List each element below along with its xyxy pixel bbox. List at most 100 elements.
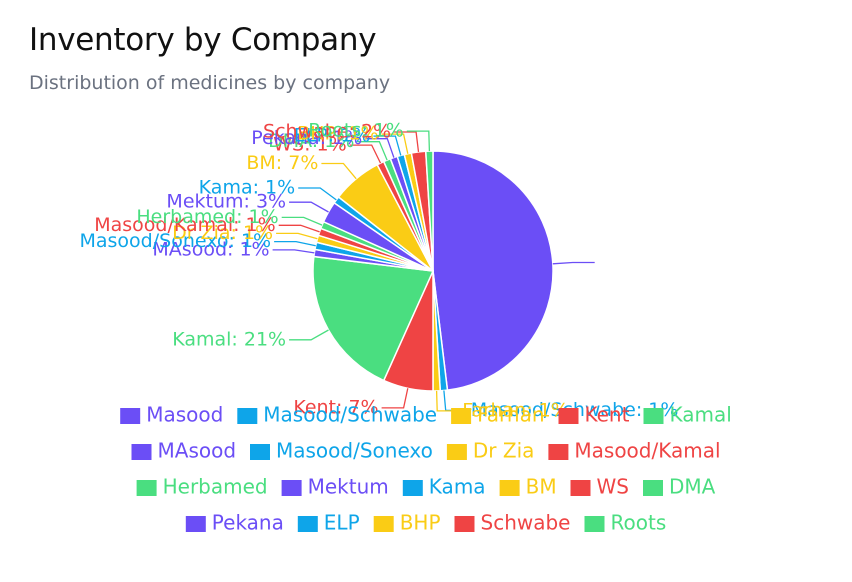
slice-kamal-4 [312, 255, 435, 382]
slice-label-roots-19: Roots: 1% [308, 120, 404, 142]
label-line-masood-0 [552, 261, 595, 265]
legend-label-mektum: Mektum [308, 475, 389, 499]
label-line-kent-3 [381, 388, 409, 409]
slice-label-masood-kamal-8: Masood/Kamal: 1% [94, 214, 275, 236]
slice-label-dma-14: DMA: 1% [268, 130, 354, 152]
legend-label-kamal: Kamal [670, 403, 732, 427]
legend-label-pekana: Pekana [212, 511, 284, 535]
legend-item-herbamed[interactable]: Herbamed [136, 475, 268, 499]
label-line-bm-12 [321, 162, 357, 180]
label-line-dma-14 [357, 141, 388, 161]
legend-item-farhan[interactable]: Farhan [451, 403, 545, 427]
slice-label-farhan-2: Farhan: 1% [462, 399, 569, 421]
label-line-herbamed-9 [281, 216, 323, 226]
legend-swatch-masood-sonexo [250, 444, 270, 460]
legend-label-roots: Roots [611, 511, 667, 535]
slice-label-kama-11: Kama: 1% [199, 177, 296, 199]
legend-label-masood-kamal: Masood/Kamal [574, 439, 720, 463]
legend-swatch-farhan [451, 408, 472, 424]
label-line-kama-11 [298, 187, 337, 201]
legend-swatch-dma [643, 480, 663, 496]
label-line-ws-13 [349, 144, 382, 164]
pie-slices [312, 150, 554, 392]
label-line-mektum-10 [289, 201, 329, 213]
legend-swatch-kamal [643, 408, 664, 424]
legend-item-bhp[interactable]: BHP [373, 511, 441, 535]
slice-label-bm-12: BM: 7% [246, 152, 318, 174]
legend-label-dma: DMA [669, 475, 716, 499]
legend-item-ws[interactable]: WS [570, 475, 629, 499]
label-line-kamal-4 [289, 329, 329, 341]
legend-label-ws: WS [597, 475, 629, 499]
legend-item-masood-sonexo[interactable]: Masood/Sonexo [250, 439, 433, 463]
legend-label-dr-zia: Dr Zia [473, 439, 535, 463]
slice-masood-0 [432, 150, 554, 391]
slice-label-masood-5: MAsood: 1% [152, 238, 269, 260]
legend-swatch-dr-zia [446, 444, 467, 460]
legend-swatch-kama [402, 480, 423, 496]
legend-swatch-roots [584, 516, 605, 532]
legend-swatch-pekana [185, 516, 206, 532]
legend-item-masood-schwabe[interactable]: Masood/Schwabe [237, 403, 437, 427]
legend: Masood Masood/Schwabe Farhan Kent Kamal MAsoo… [120, 403, 732, 535]
slice-label-schwabe-18: Schwabe: 2% [263, 121, 391, 143]
slice-label-kamal-4: Kamal: 21% [172, 328, 286, 350]
legend-swatch-kent [558, 408, 579, 424]
legend-label-kent: Kent [585, 403, 630, 427]
legend-label-bhp: BHP [400, 511, 441, 535]
slice-label-masood-sonexo-6: Masood/Sonexo: 1% [79, 230, 271, 252]
label-line-masood-5 [272, 249, 315, 254]
legend-item-masood-kamal[interactable]: Masood/Kamal [548, 439, 721, 463]
legend-label-masood-sonexo: Masood/Sonexo [276, 439, 433, 463]
slice-label-dr-zia-7: Dr Zia: 1% [172, 222, 273, 244]
legend-item-schwabe[interactable]: Schwabe [454, 511, 571, 535]
legend-item-kama[interactable]: Kama [402, 475, 486, 499]
legend-item-dr-zia[interactable]: Dr Zia [446, 439, 535, 463]
legend-item-elp[interactable]: ELP [297, 511, 360, 535]
chart-title: Inventory by Company [29, 22, 377, 58]
legend-swatch-schwabe [454, 516, 475, 532]
label-line-masood-sonexo-6 [274, 240, 316, 247]
legend-label-masood: Masood [146, 403, 223, 427]
legend-label-farhan: Farhan [477, 403, 544, 427]
slice-label-herbamed-9: Herbamed: 1% [136, 206, 278, 228]
legend-swatch-ws [570, 480, 591, 496]
legend-label-masood: MAsood [158, 439, 237, 463]
legend-item-mektum[interactable]: Mektum [281, 475, 389, 499]
slice-label-mektum-10: Mektum: 3% [166, 191, 286, 213]
legend-label-bm: BM [526, 475, 557, 499]
legend-swatch-bhp [373, 516, 394, 532]
legend-swatch-masood-kamal [548, 444, 569, 460]
legend-swatch-masood-schwabe [237, 408, 258, 424]
legend-item-masood[interactable]: Masood [120, 403, 223, 427]
legend-label-masood-schwabe: Masood/Schwabe [263, 403, 437, 427]
chart-subtitle: Distribution of medicines by company [29, 72, 391, 94]
legend-label-elp: ELP [324, 511, 360, 535]
label-line-bhp-17 [381, 133, 409, 154]
legend-label-kama: Kama [429, 475, 486, 499]
label-line-dr-zia-7 [276, 232, 318, 240]
legend-item-masood[interactable]: MAsood [131, 439, 237, 463]
legend-swatch-bm [499, 480, 520, 496]
slice-label-elp-16: ELP: 1% [294, 125, 371, 147]
legend-swatch-herbamed [136, 480, 157, 496]
label-line-roots-19 [406, 130, 431, 152]
label-line-masood-kamal-8 [278, 224, 320, 233]
legend-item-pekana[interactable]: Pekana [185, 511, 284, 535]
legend-item-kamal[interactable]: Kamal [643, 403, 732, 427]
slice-label-pekana-15: Pekana: 1% [251, 127, 362, 149]
legend-item-dma[interactable]: DMA [643, 475, 716, 499]
slice-label-kent-3: Kent: 7% [293, 396, 378, 418]
legend-swatch-mektum [281, 480, 302, 496]
legend-item-roots[interactable]: Roots [584, 511, 667, 535]
legend-label-schwabe: Schwabe [481, 511, 571, 535]
legend-item-bm[interactable]: BM [499, 475, 557, 499]
legend-swatch-masood [131, 444, 152, 460]
slice-label-bhp-17: BHP: 1% [297, 123, 378, 145]
label-line-elp-16 [373, 135, 402, 156]
legend-item-kent[interactable]: Kent [558, 403, 630, 427]
legend-swatch-masood [120, 408, 141, 424]
label-line-farhan-2 [435, 390, 460, 412]
